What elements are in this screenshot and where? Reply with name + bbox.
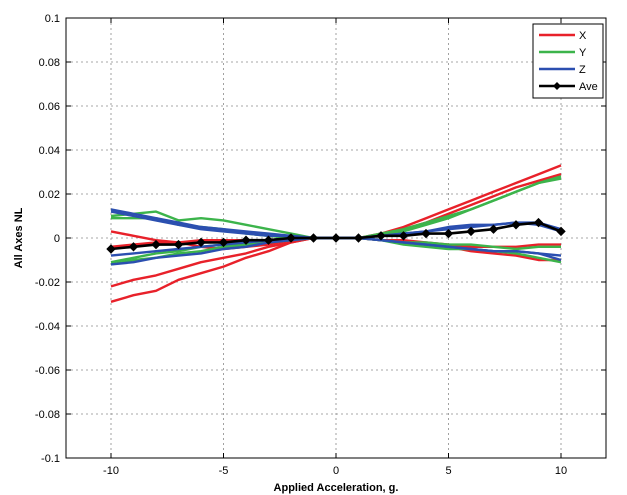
data-point [376,231,386,241]
legend-label: X [579,30,587,42]
data-point [308,233,319,243]
data-point [173,239,184,250]
data-point [421,228,431,239]
data-point [443,228,454,239]
data-point [331,233,341,243]
data-point [511,220,521,230]
data-point [218,237,229,248]
data-point [241,235,251,245]
data-point [556,226,566,237]
x-tick-label: 10 [555,465,567,477]
data-point [488,224,499,234]
legend-label: Ave [579,81,598,93]
x-tick-label: 5 [445,465,451,477]
x-axis-label: Applied Acceleration, g. [274,482,399,494]
y-tick-label: 0.06 [39,101,60,113]
y-tick-label: 0.02 [39,189,60,201]
y-tick-label: -0.06 [35,365,60,377]
legend-marker [553,82,561,90]
data-point [466,226,476,237]
x-tick-label: -10 [103,465,119,477]
legend-label: Z [579,64,586,76]
y-tick-label: -0.1 [41,453,60,465]
y-tick-label: 0.1 [45,13,60,25]
legend: XYZ Ave [532,23,604,99]
ticks: -10 -5 0 5 10 -0.1 -0.08 -0.06 -0.04 -0.02 0 0.02 0.… [35,13,606,477]
y-tick-label: -0.08 [35,409,60,421]
data-point [151,239,161,250]
y-tick-label: 0.04 [39,145,60,157]
x-tick-label: -5 [219,465,229,477]
series-ave [106,217,566,254]
data-point [196,237,206,248]
data-point [106,244,116,254]
y-tick-label: -0.02 [35,277,60,289]
data-point [353,233,364,243]
data-point [128,242,139,252]
data-point [398,231,409,241]
y-tick-label: -0.04 [35,321,60,333]
data-point [286,233,296,243]
y-axis-label: All Axes NL [13,207,25,268]
x-tick-label: 0 [333,465,339,477]
data-point [533,217,544,228]
data-point [263,235,274,245]
series-layer [106,164,566,303]
legend-label: Y [579,47,587,59]
y-tick-label: 0 [54,233,60,245]
y-tick-label: 0.08 [39,57,60,69]
